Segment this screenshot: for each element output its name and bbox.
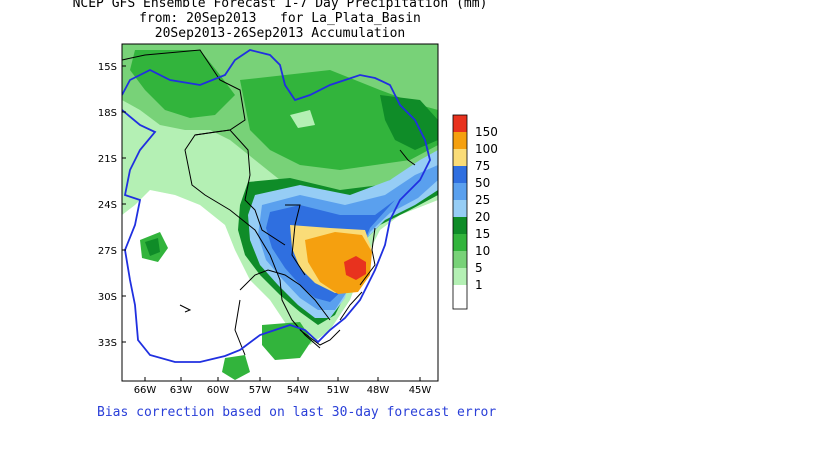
y-tick-label: 18S [98,108,117,119]
y-tick-label: 15S [98,62,117,73]
legend-swatch [453,251,467,268]
x-axis: 66W 63W 60W 57W 54W 51W 48W 45W [134,377,432,396]
legend-label: 10 [475,244,491,258]
y-axis: 15S 18S 21S 24S 27S 30S 33S [98,62,126,349]
x-tick-label: 54W [287,385,310,396]
x-tick-label: 48W [367,385,390,396]
y-tick-label: 30S [98,292,117,303]
x-tick-label: 66W [134,385,157,396]
x-tick-label: 63W [170,385,193,396]
x-tick-label: 57W [249,385,272,396]
map-title-line-1: NCEP GFS Ensemble Forecast 1-7 Day Preci… [72,0,488,11]
legend-label: 100 [475,142,498,156]
map-title-line-2: from: 20Sep2013 for La_Plata_Basin [139,11,421,26]
x-tick-label: 51W [327,385,350,396]
legend-swatch [453,132,467,149]
legend [452,114,468,310]
legend-swatch [453,183,467,200]
legend-swatch [453,234,467,251]
legend-swatch [453,285,467,309]
y-tick-label: 21S [98,154,117,165]
legend-swatch [453,268,467,285]
legend-swatch [453,217,467,234]
y-tick-label: 33S [98,338,117,349]
legend-swatch [453,200,467,217]
legend-label: 50 [475,176,491,190]
legend-label: 75 [475,159,491,173]
legend-swatch [453,115,467,132]
legend-label: 25 [475,193,491,207]
y-tick-label: 27S [98,246,117,257]
legend-swatch [453,166,467,183]
bias-correction-note: Bias correction based on last 30-day for… [97,405,497,420]
legend-label: 20 [475,210,491,224]
x-tick-label: 45W [409,385,432,396]
legend-label: 1 [475,278,483,292]
x-tick-label: 60W [207,385,230,396]
basin-outline [122,49,431,363]
y-tick-label: 24S [98,200,117,211]
map-title-line-3: 20Sep2013-26Sep2013 Accumulation [154,26,406,41]
map-frame [121,43,439,382]
legend-label: 15 [475,227,491,241]
country-borders [122,49,416,356]
legend-label: 5 [475,261,483,275]
precip-field [122,44,438,381]
legend-swatch [453,149,467,166]
legend-label: 150 [475,125,498,139]
